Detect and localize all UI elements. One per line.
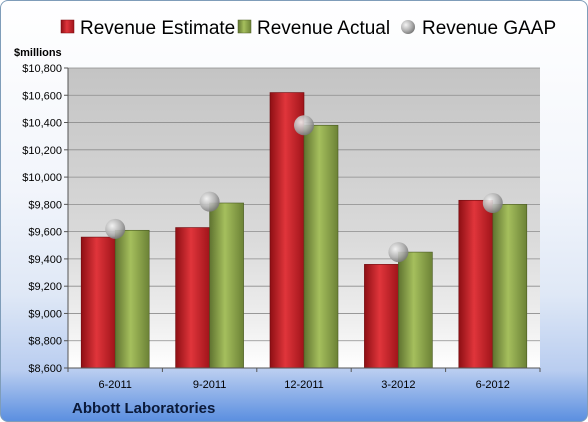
legend-label-gaap: Revenue GAAP bbox=[422, 18, 556, 39]
y-tick-label: $10,200 bbox=[22, 145, 62, 157]
y-tick-label: $9,000 bbox=[28, 308, 62, 320]
x-tick-label: 9-2011 bbox=[193, 379, 226, 391]
y-tick-label: $9,800 bbox=[28, 199, 62, 211]
y-tick-label: $10,600 bbox=[22, 90, 62, 102]
legend-item-estimate: Revenue Estimate bbox=[60, 18, 235, 39]
gaap-markers bbox=[105, 115, 503, 263]
estimate-bar bbox=[80, 236, 116, 369]
x-axis: 6-2011 9-2011 12-2011 3-2012 6-2012 bbox=[67, 367, 541, 391]
x-tick-label: 6-2011 bbox=[98, 379, 131, 391]
x-tick-label: 12-2011 bbox=[284, 379, 324, 391]
estimate-bar bbox=[269, 92, 305, 369]
legend-label-actual: Revenue Actual bbox=[257, 18, 390, 39]
y-tick-label: $10,800 bbox=[22, 63, 62, 75]
y-tick-label: $9,600 bbox=[28, 227, 62, 239]
legend-label-estimate: Revenue Estimate bbox=[80, 18, 235, 39]
y-tick-label: $8,600 bbox=[28, 363, 62, 375]
estimate-bar bbox=[364, 264, 399, 369]
gaap-marker bbox=[199, 191, 220, 212]
gaap-marker bbox=[294, 115, 314, 136]
y-tick-label: $10,400 bbox=[22, 118, 62, 130]
actual-bar bbox=[492, 204, 528, 369]
y-tick-label: $10,000 bbox=[22, 172, 62, 184]
x-tick-label: 6-2012 bbox=[476, 379, 510, 391]
y-tick-label: $9,400 bbox=[28, 254, 62, 266]
legend-item-actual: Revenue Actual bbox=[237, 18, 390, 39]
gaap-marker bbox=[388, 242, 409, 263]
y-tick-label: $8,800 bbox=[28, 336, 62, 348]
legend-swatch-actual bbox=[237, 19, 252, 34]
legend: Revenue Estimate Revenue Actual Revenue … bbox=[60, 18, 556, 39]
bars bbox=[80, 92, 528, 369]
gaap-marker bbox=[482, 193, 503, 213]
estimate-bar bbox=[458, 199, 494, 369]
legend-swatch-estimate bbox=[60, 19, 75, 34]
y-tick-label: $9,200 bbox=[28, 281, 62, 293]
legend-swatch-gaap bbox=[401, 20, 415, 34]
company-label: Abbott Laboratories bbox=[72, 400, 215, 417]
actual-bar bbox=[303, 124, 339, 369]
legend-item-gaap: Revenue GAAP bbox=[401, 18, 556, 39]
x-tick-label: 3-2012 bbox=[381, 379, 415, 391]
actual-bar bbox=[398, 251, 433, 369]
actual-bar bbox=[114, 229, 150, 369]
actual-bar bbox=[209, 202, 244, 369]
y-axis: $8,600 $8,800 $9,000 $9,200 $9,400 $9,600 $9,8… bbox=[22, 63, 69, 375]
estimate-bar bbox=[175, 227, 210, 369]
unit-label: $millions bbox=[14, 47, 62, 59]
gaap-marker bbox=[105, 218, 126, 239]
